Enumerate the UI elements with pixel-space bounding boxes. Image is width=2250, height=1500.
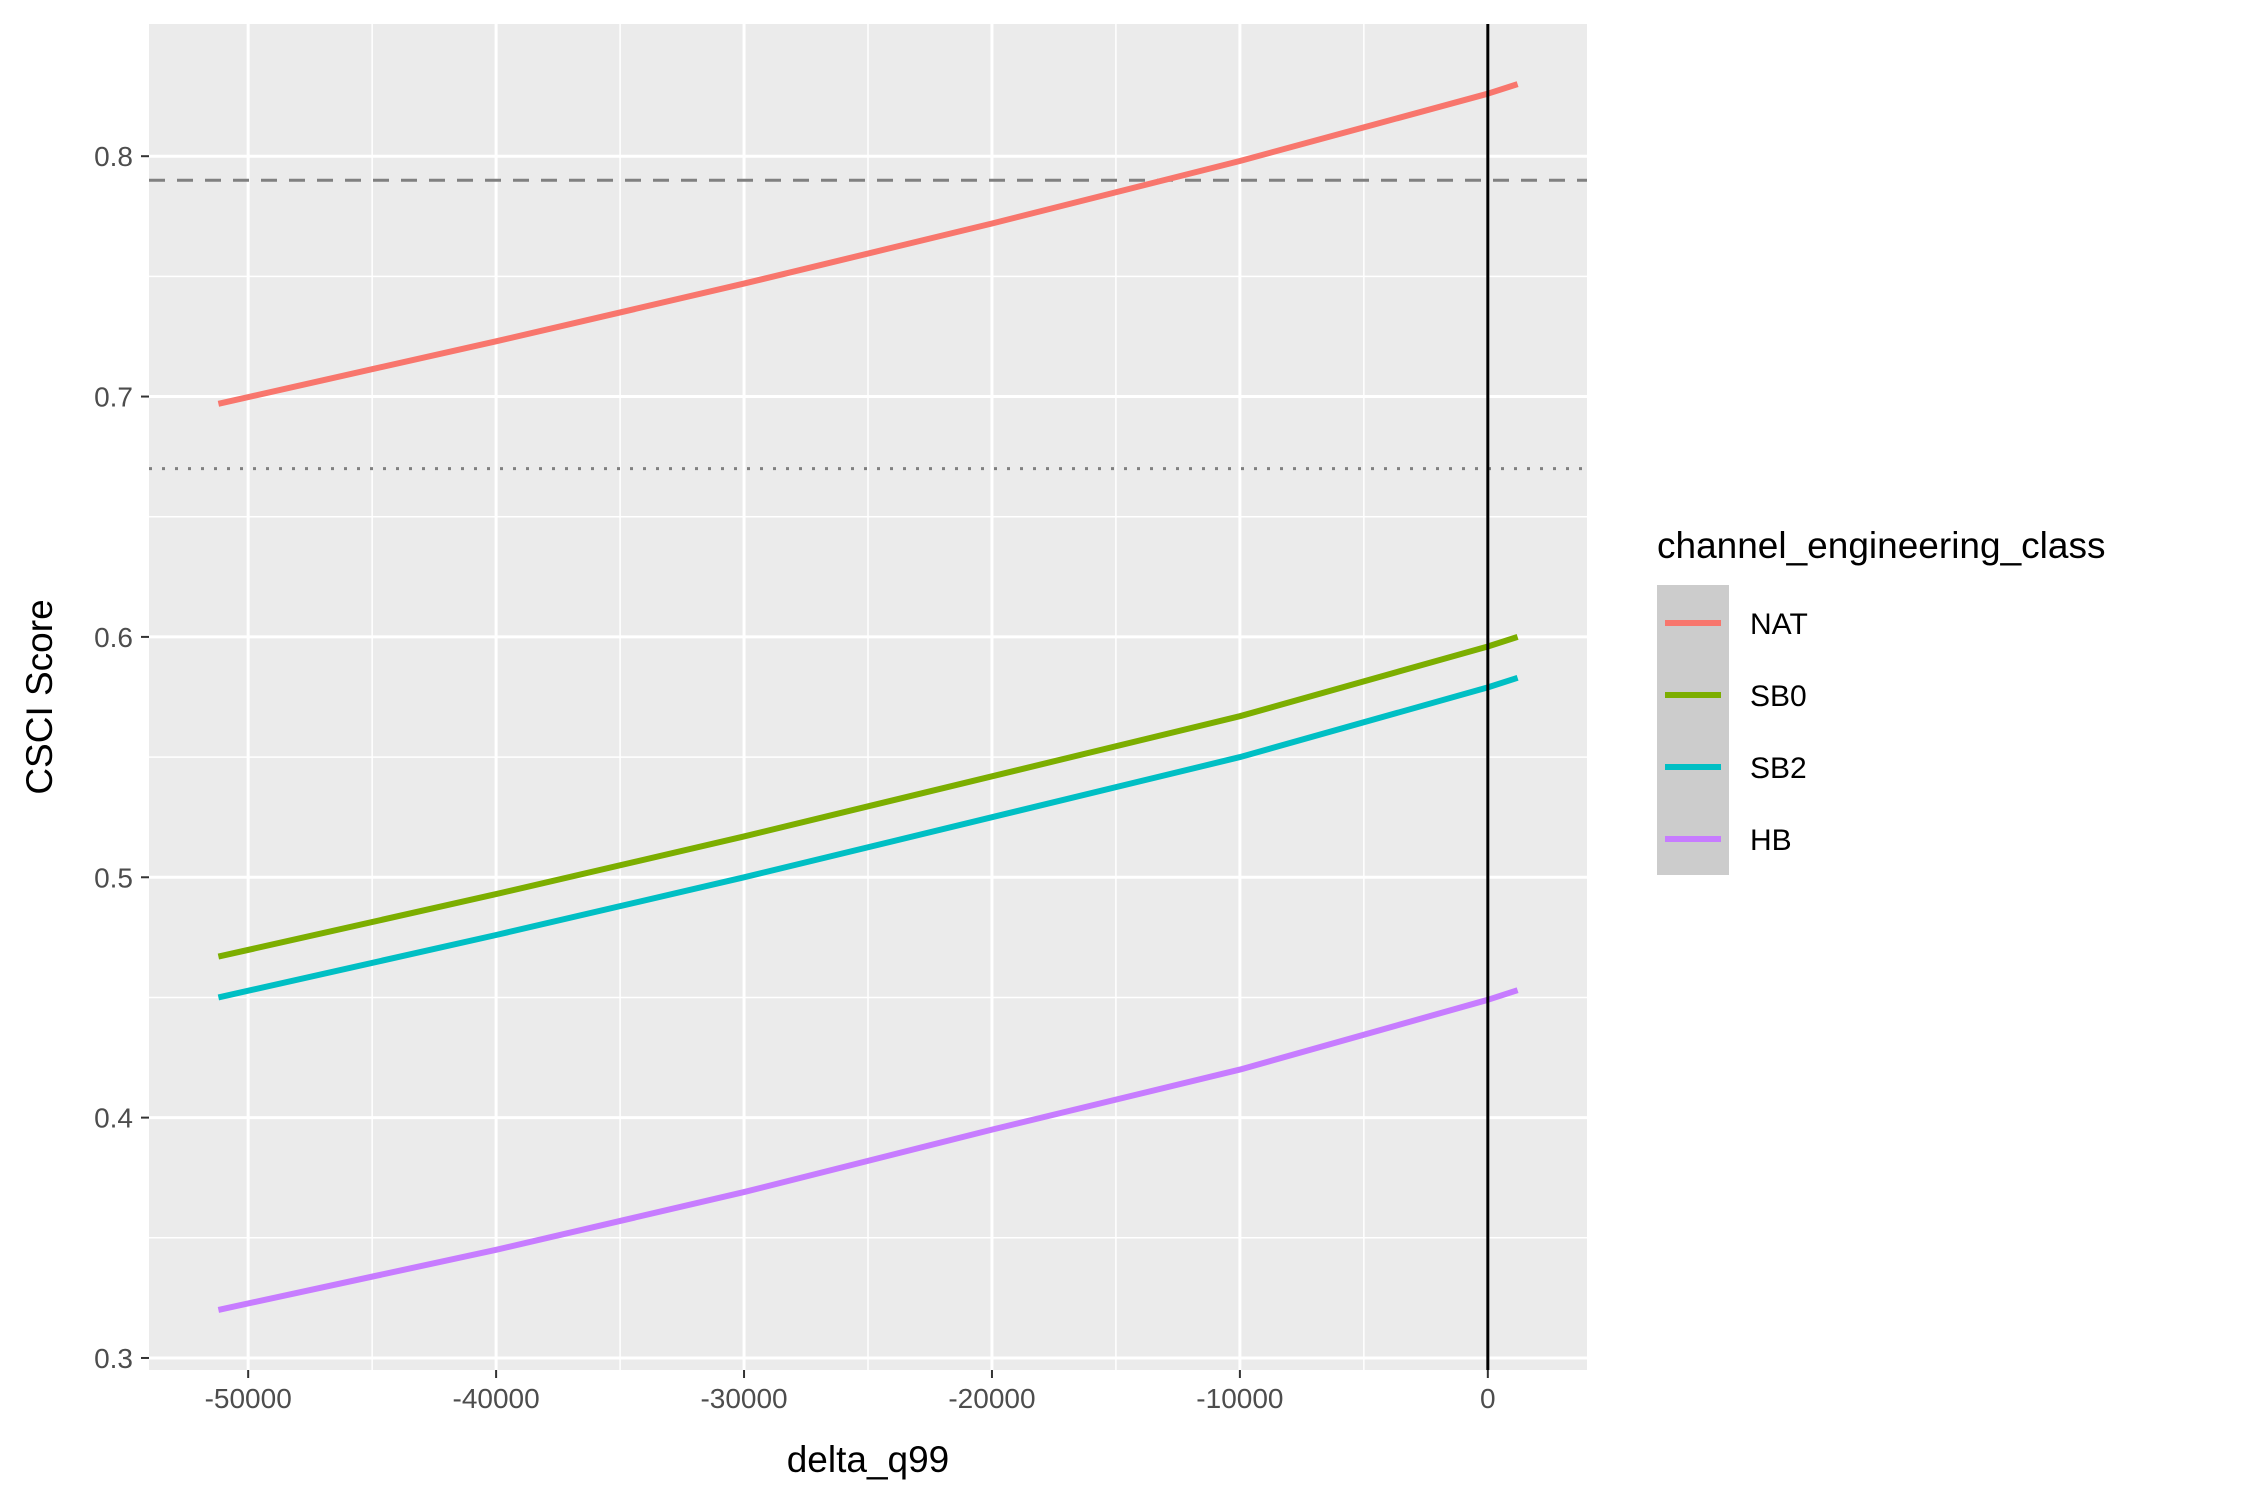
x-tick-label: -50000 <box>205 1383 292 1414</box>
legend-title: channel_engineering_class <box>1657 525 2105 566</box>
y-tick-label: 0.4 <box>94 1103 133 1134</box>
minor-gridlines <box>149 24 1587 1370</box>
x-tick-label: -20000 <box>948 1383 1035 1414</box>
x-tick-label: -10000 <box>1196 1383 1283 1414</box>
y-axis: 0.3 0.4 0.5 0.6 0.7 0.8 <box>94 141 149 1374</box>
y-tick-label: 0.8 <box>94 141 133 172</box>
y-tick-label: 0.6 <box>94 622 133 653</box>
legend-label-nat: NAT <box>1750 608 1808 641</box>
legend-label-hb: HB <box>1750 824 1792 857</box>
y-tick-label: 0.3 <box>94 1343 133 1374</box>
legend: channel_engineering_class NAT SB0 SB2 HB <box>1657 525 2105 875</box>
y-tick-label: 0.7 <box>94 382 133 413</box>
y-axis-title: CSCI Score <box>19 599 60 794</box>
x-tick-label: -40000 <box>453 1383 540 1414</box>
reference-lines <box>149 178 1587 471</box>
x-axis: -50000 -40000 -30000 -20000 -10000 0 <box>205 1370 1496 1414</box>
x-tick-label: -30000 <box>700 1383 787 1414</box>
x-axis-title: delta_q99 <box>787 1439 950 1480</box>
legend-label-sb0: SB0 <box>1750 680 1807 713</box>
y-tick-label: 0.5 <box>94 862 133 893</box>
x-tick-label: 0 <box>1480 1383 1496 1414</box>
legend-key-background <box>1657 585 1729 875</box>
legend-label-sb2: SB2 <box>1750 752 1807 785</box>
